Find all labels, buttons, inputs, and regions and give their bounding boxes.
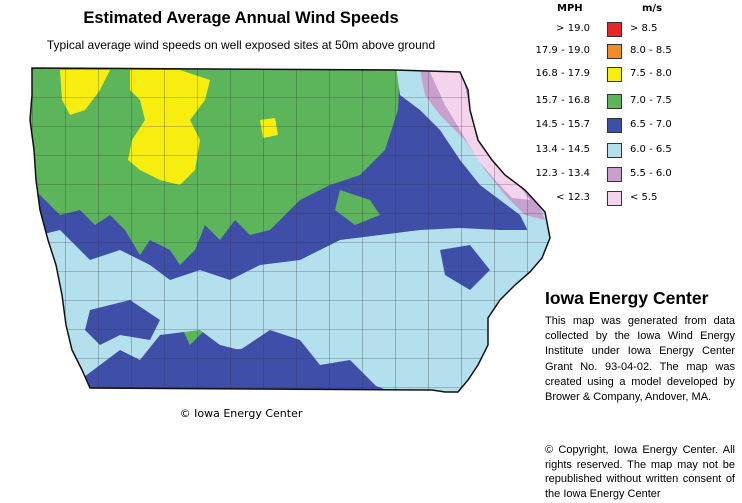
map-regions — [30, 68, 550, 392]
legend-swatch — [607, 191, 622, 206]
legend-ms-label: 6.5 - 7.0 — [630, 119, 672, 130]
legend-swatch — [607, 143, 622, 158]
legend-row: 12.3 - 13.4 5.5 - 6.0 — [512, 167, 742, 184]
legend-row: < 12.3 < 5.5 — [512, 191, 742, 208]
copyright-notice: © Copyright, Iowa Energy Center. All rig… — [545, 444, 735, 500]
legend-mph-label: > 19.0 — [556, 23, 590, 34]
legend-mph-header: MPH — [557, 3, 583, 14]
iowa-state-border — [29, 67, 551, 393]
map-title: Estimated Average Annual Wind Speeds — [83, 9, 399, 27]
legend-row: 14.5 - 15.7 6.5 - 7.0 — [512, 118, 742, 135]
legend-row: 15.7 - 16.8 7.0 - 7.5 — [512, 94, 742, 111]
legend-ms-header: m/s — [642, 3, 663, 14]
legend-swatch — [607, 94, 622, 109]
legend-row: 16.8 - 17.9 7.5 - 8.0 — [512, 67, 742, 84]
legend-ms-label: 6.0 - 6.5 — [630, 144, 672, 155]
legend-swatch — [607, 22, 622, 37]
legend-mph-label: 16.8 - 17.9 — [535, 68, 591, 79]
organization-title: Iowa Energy Center — [545, 288, 709, 308]
legend-mph-label: < 12.3 — [556, 192, 590, 203]
legend-ms-label: 8.0 - 8.5 — [630, 45, 672, 56]
legend-mph-label: 13.4 - 14.5 — [535, 144, 591, 155]
legend-swatch — [607, 118, 622, 133]
legend-swatch — [607, 44, 622, 59]
legend-mph-label: 12.3 - 13.4 — [535, 168, 591, 179]
legend-row: 17.9 - 19.0 8.0 - 8.5 — [512, 44, 742, 61]
legend-mph-label: 17.9 - 19.0 — [535, 45, 591, 56]
map-description: This map was generated from data collect… — [545, 315, 735, 404]
legend-mph-label: 14.5 - 15.7 — [535, 119, 591, 130]
legend-ms-label: < 5.5 — [630, 192, 658, 203]
legend-ms-label: > 8.5 — [630, 23, 658, 34]
legend-ms-label: 7.5 - 8.0 — [630, 68, 672, 79]
legend-swatch — [607, 167, 622, 182]
map-copyright: © Iowa Energy Center — [179, 407, 303, 420]
legend-mph-label: 15.7 - 16.8 — [535, 95, 591, 106]
legend-row: > 19.0 > 8.5 — [512, 22, 742, 39]
legend-swatch — [607, 67, 622, 82]
legend-ms-label: 5.5 - 6.0 — [630, 168, 672, 179]
map-subtitle: Typical average wind speeds on well expo… — [46, 38, 436, 52]
legend-row: 13.4 - 14.5 6.0 - 6.5 — [512, 143, 742, 160]
iowa-wind-map — [29, 67, 551, 393]
legend-ms-label: 7.0 - 7.5 — [630, 95, 672, 106]
